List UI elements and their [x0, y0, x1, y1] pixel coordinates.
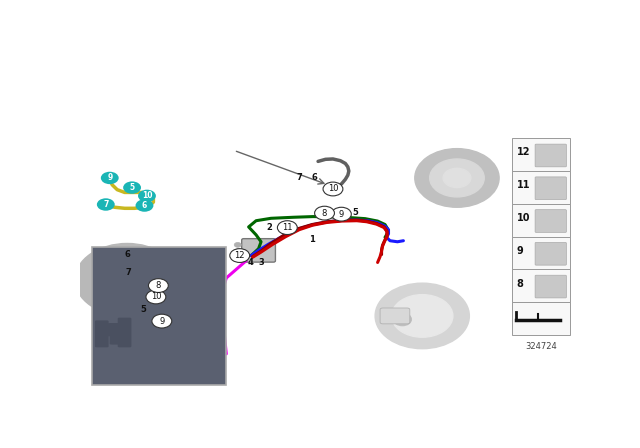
- Circle shape: [138, 190, 156, 202]
- FancyBboxPatch shape: [511, 237, 570, 269]
- FancyBboxPatch shape: [535, 144, 566, 167]
- FancyBboxPatch shape: [511, 138, 570, 171]
- FancyBboxPatch shape: [535, 210, 566, 233]
- Circle shape: [429, 159, 484, 197]
- FancyBboxPatch shape: [95, 320, 109, 347]
- FancyBboxPatch shape: [109, 323, 129, 345]
- Circle shape: [234, 242, 241, 247]
- Text: 9: 9: [339, 210, 344, 219]
- Circle shape: [375, 283, 469, 349]
- Circle shape: [112, 269, 142, 290]
- Circle shape: [146, 290, 166, 304]
- Text: 10: 10: [328, 185, 338, 194]
- Circle shape: [97, 198, 115, 211]
- Circle shape: [277, 221, 297, 234]
- Text: 7: 7: [297, 173, 303, 182]
- Circle shape: [95, 257, 159, 302]
- Text: 12: 12: [516, 147, 530, 157]
- Text: 8: 8: [322, 209, 327, 218]
- Text: 8: 8: [156, 281, 161, 290]
- Text: 5: 5: [353, 208, 358, 217]
- Text: 5: 5: [129, 183, 134, 192]
- Circle shape: [323, 182, 343, 196]
- Text: 9: 9: [107, 173, 113, 182]
- Circle shape: [415, 149, 499, 207]
- Circle shape: [392, 295, 453, 337]
- Text: 6: 6: [124, 250, 130, 259]
- Text: 10: 10: [516, 213, 530, 223]
- Text: 10: 10: [141, 191, 152, 200]
- Text: 324724: 324724: [525, 342, 557, 352]
- FancyBboxPatch shape: [380, 308, 410, 324]
- Circle shape: [234, 249, 241, 254]
- Text: 3: 3: [258, 258, 264, 267]
- Circle shape: [230, 249, 250, 263]
- Text: 1: 1: [308, 235, 315, 244]
- Text: 11: 11: [516, 180, 530, 190]
- FancyBboxPatch shape: [102, 323, 118, 336]
- Polygon shape: [151, 271, 168, 297]
- Text: 5: 5: [141, 305, 147, 314]
- Circle shape: [148, 279, 168, 293]
- Circle shape: [443, 168, 471, 188]
- Text: 4: 4: [247, 258, 253, 267]
- Circle shape: [152, 314, 172, 328]
- FancyBboxPatch shape: [118, 318, 131, 347]
- Text: 11: 11: [282, 223, 292, 232]
- Text: 7: 7: [103, 200, 108, 209]
- Text: 6: 6: [142, 201, 147, 210]
- Text: 7: 7: [125, 267, 131, 276]
- Text: 8: 8: [516, 279, 524, 289]
- Text: 9: 9: [516, 246, 524, 256]
- Circle shape: [75, 244, 179, 316]
- FancyBboxPatch shape: [242, 239, 275, 262]
- Circle shape: [136, 199, 154, 212]
- Text: 10: 10: [150, 293, 161, 302]
- Text: 2: 2: [266, 223, 273, 232]
- FancyBboxPatch shape: [511, 204, 570, 237]
- Text: 9: 9: [159, 317, 164, 326]
- FancyBboxPatch shape: [92, 247, 227, 385]
- Circle shape: [394, 313, 412, 326]
- FancyBboxPatch shape: [511, 171, 570, 204]
- FancyBboxPatch shape: [511, 302, 570, 335]
- Text: 6: 6: [311, 173, 317, 182]
- Circle shape: [101, 172, 118, 184]
- Circle shape: [332, 207, 351, 221]
- FancyBboxPatch shape: [535, 275, 566, 298]
- Circle shape: [234, 255, 241, 260]
- FancyBboxPatch shape: [511, 269, 570, 302]
- Text: 12: 12: [234, 251, 245, 260]
- FancyBboxPatch shape: [535, 242, 566, 265]
- Circle shape: [315, 206, 335, 220]
- Circle shape: [123, 181, 141, 194]
- FancyBboxPatch shape: [535, 177, 566, 200]
